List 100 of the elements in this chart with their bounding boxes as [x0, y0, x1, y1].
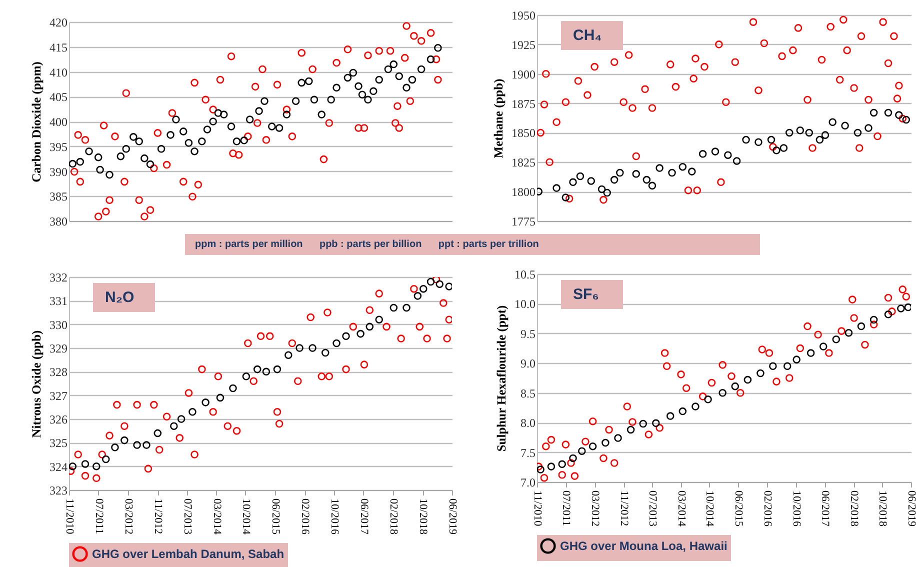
point [400, 54, 409, 62]
y-tick-label: 10.5 [514, 268, 536, 282]
point [94, 212, 102, 220]
text: SF₆ [561, 280, 623, 309]
point [758, 346, 766, 354]
point [106, 170, 114, 179]
x-tick-label: 06/2015 [732, 490, 744, 528]
point [135, 138, 143, 146]
text: CH₄ [561, 21, 623, 50]
point [562, 440, 570, 448]
point [406, 97, 414, 105]
point [584, 91, 592, 99]
point [417, 65, 426, 74]
point [616, 168, 624, 177]
point [260, 97, 268, 105]
point [772, 146, 780, 154]
point [794, 24, 802, 32]
point [282, 110, 291, 118]
point [251, 82, 260, 91]
point [540, 100, 548, 108]
point [214, 372, 222, 380]
point [602, 438, 610, 447]
point [688, 168, 696, 176]
point [639, 420, 648, 428]
point [426, 278, 435, 286]
point [170, 422, 178, 430]
point [203, 126, 212, 134]
point [140, 154, 148, 162]
point [262, 136, 270, 144]
point [754, 86, 762, 94]
y-tick-label: 1900 [512, 67, 536, 82]
point [731, 58, 740, 66]
y-tick-label: 385 [50, 190, 68, 204]
y-tick-label: 330 [50, 318, 68, 332]
y-axis-title: Nitrous Oxide (ppb) [30, 330, 44, 438]
point [769, 142, 777, 151]
point [724, 151, 732, 159]
y-tick-label: 1775 [512, 214, 536, 228]
point [375, 76, 383, 84]
point [870, 108, 878, 117]
x-tick-label: 10/2016 [328, 498, 340, 536]
x-tick-label: 10/2014 [704, 490, 716, 528]
point [327, 96, 335, 104]
point [69, 160, 77, 168]
point [209, 118, 217, 126]
point [354, 82, 362, 90]
point [410, 284, 418, 293]
point [749, 18, 758, 26]
point [426, 29, 435, 37]
x-tick-label: 02/2016 [761, 490, 774, 528]
y-tick-label: 327 [50, 388, 68, 403]
point [100, 122, 108, 130]
point [244, 132, 252, 140]
point [366, 322, 374, 331]
point [227, 122, 236, 130]
y-tick-label: 9.5 [520, 326, 536, 341]
point [569, 454, 577, 462]
point [227, 52, 236, 60]
point [821, 131, 830, 139]
point [162, 412, 171, 421]
point [268, 122, 276, 130]
point [819, 342, 828, 350]
x-tick-label: 10/2016 [790, 490, 802, 528]
point [736, 388, 744, 397]
point [796, 126, 804, 134]
point [843, 46, 851, 54]
point [150, 400, 158, 409]
y-tick-label: 7.5 [520, 446, 536, 460]
point [708, 378, 716, 387]
point [826, 22, 834, 31]
point [692, 54, 700, 62]
point [623, 402, 632, 410]
point [81, 460, 90, 468]
point [666, 412, 674, 420]
y-tick-label: 8.5 [520, 386, 536, 400]
point [298, 78, 306, 87]
point [806, 349, 815, 357]
point [229, 384, 237, 392]
point [92, 474, 100, 482]
point [600, 454, 608, 462]
point [320, 155, 328, 164]
point [854, 128, 862, 137]
point [895, 82, 903, 90]
point [552, 118, 560, 126]
point [190, 147, 198, 156]
point [130, 133, 138, 141]
y-tick-label: 329 [50, 342, 68, 356]
point [375, 290, 383, 298]
point [360, 360, 368, 368]
x-tick-label: 06/2015 [269, 498, 282, 536]
point [704, 396, 712, 404]
point [188, 408, 196, 416]
point [693, 186, 702, 194]
y-tick-label: 1925 [512, 38, 536, 52]
point [402, 22, 410, 30]
point [569, 178, 577, 186]
point [232, 138, 241, 146]
point [715, 40, 723, 48]
point [275, 124, 284, 132]
point [202, 96, 210, 104]
